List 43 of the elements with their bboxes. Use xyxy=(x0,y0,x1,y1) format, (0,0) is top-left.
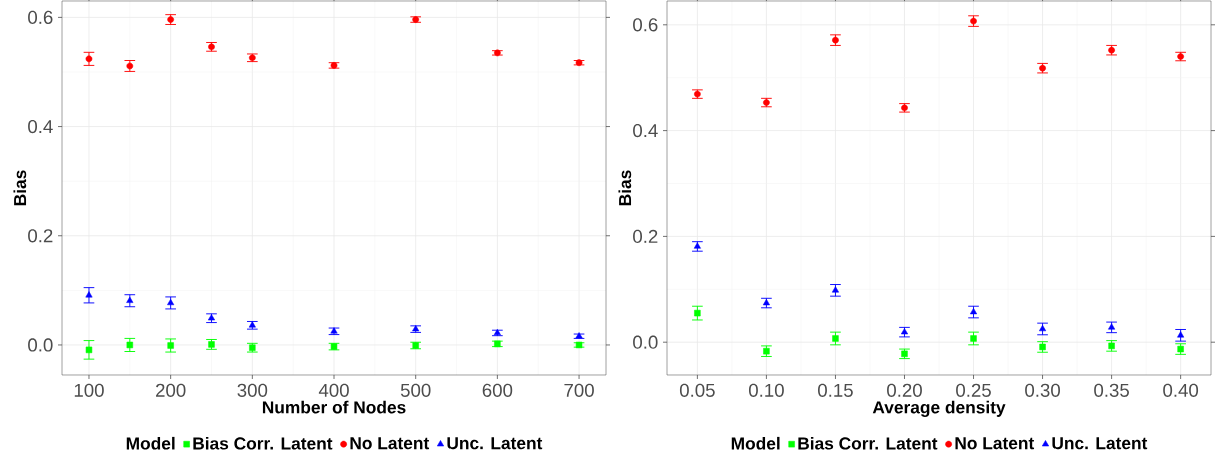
legend-label: Bias Corr. Latent xyxy=(193,436,333,450)
point xyxy=(85,346,93,354)
y-tick-label: 0.4 xyxy=(633,123,658,138)
x-tick-label: 0.30 xyxy=(1025,383,1060,397)
legend-label: Unc. Latent xyxy=(1052,437,1148,450)
point xyxy=(694,309,701,317)
y-tick-label: 0.2 xyxy=(633,229,658,244)
point xyxy=(167,342,174,349)
x-tick-label: 0.10 xyxy=(748,383,784,397)
legend-label: No Latent xyxy=(350,437,430,450)
y-tick-label: 0.6 xyxy=(633,18,658,32)
x-tick-label: 0.05 xyxy=(679,383,715,397)
x-axis-title: Number of Nodes xyxy=(262,400,406,414)
x-tick-label: 0.25 xyxy=(956,383,991,397)
x-tick-label: 200 xyxy=(156,383,186,397)
x-tick-label: 600 xyxy=(482,383,513,397)
point xyxy=(831,286,839,293)
y-axis-title: Bias xyxy=(618,170,632,206)
legend-title: Model xyxy=(731,436,780,450)
x-tick-label: 100 xyxy=(74,383,104,397)
legend-label: No Latent xyxy=(955,437,1035,450)
x-tick-label: 700 xyxy=(564,383,594,397)
y-tick-label: 0.4 xyxy=(28,119,53,134)
x-tick-label: 0.40 xyxy=(1163,383,1199,397)
point xyxy=(832,335,839,342)
y-tick-label: 0.0 xyxy=(28,338,53,352)
x-tick-label: 0.15 xyxy=(818,383,853,397)
y-axis-title: Bias xyxy=(13,170,27,206)
point xyxy=(970,308,978,315)
x-tick-label: 0.20 xyxy=(887,383,922,397)
point xyxy=(970,335,977,342)
x-tick-label: 500 xyxy=(400,383,431,397)
point xyxy=(85,291,93,298)
x-tick-label: 0.35 xyxy=(1094,383,1129,397)
legend-title: Model xyxy=(126,436,175,450)
y-tick-label: 0.2 xyxy=(28,229,53,243)
y-tick-label: 0.6 xyxy=(28,10,53,24)
x-tick-label: 300 xyxy=(237,383,268,397)
legend-label: Unc. Latent xyxy=(447,437,543,450)
x-tick-label: 400 xyxy=(318,383,349,397)
y-tick-label: 0.0 xyxy=(633,335,658,349)
x-axis-title: Average density xyxy=(872,400,1006,417)
legend-label: Bias Corr. Latent xyxy=(798,436,938,450)
